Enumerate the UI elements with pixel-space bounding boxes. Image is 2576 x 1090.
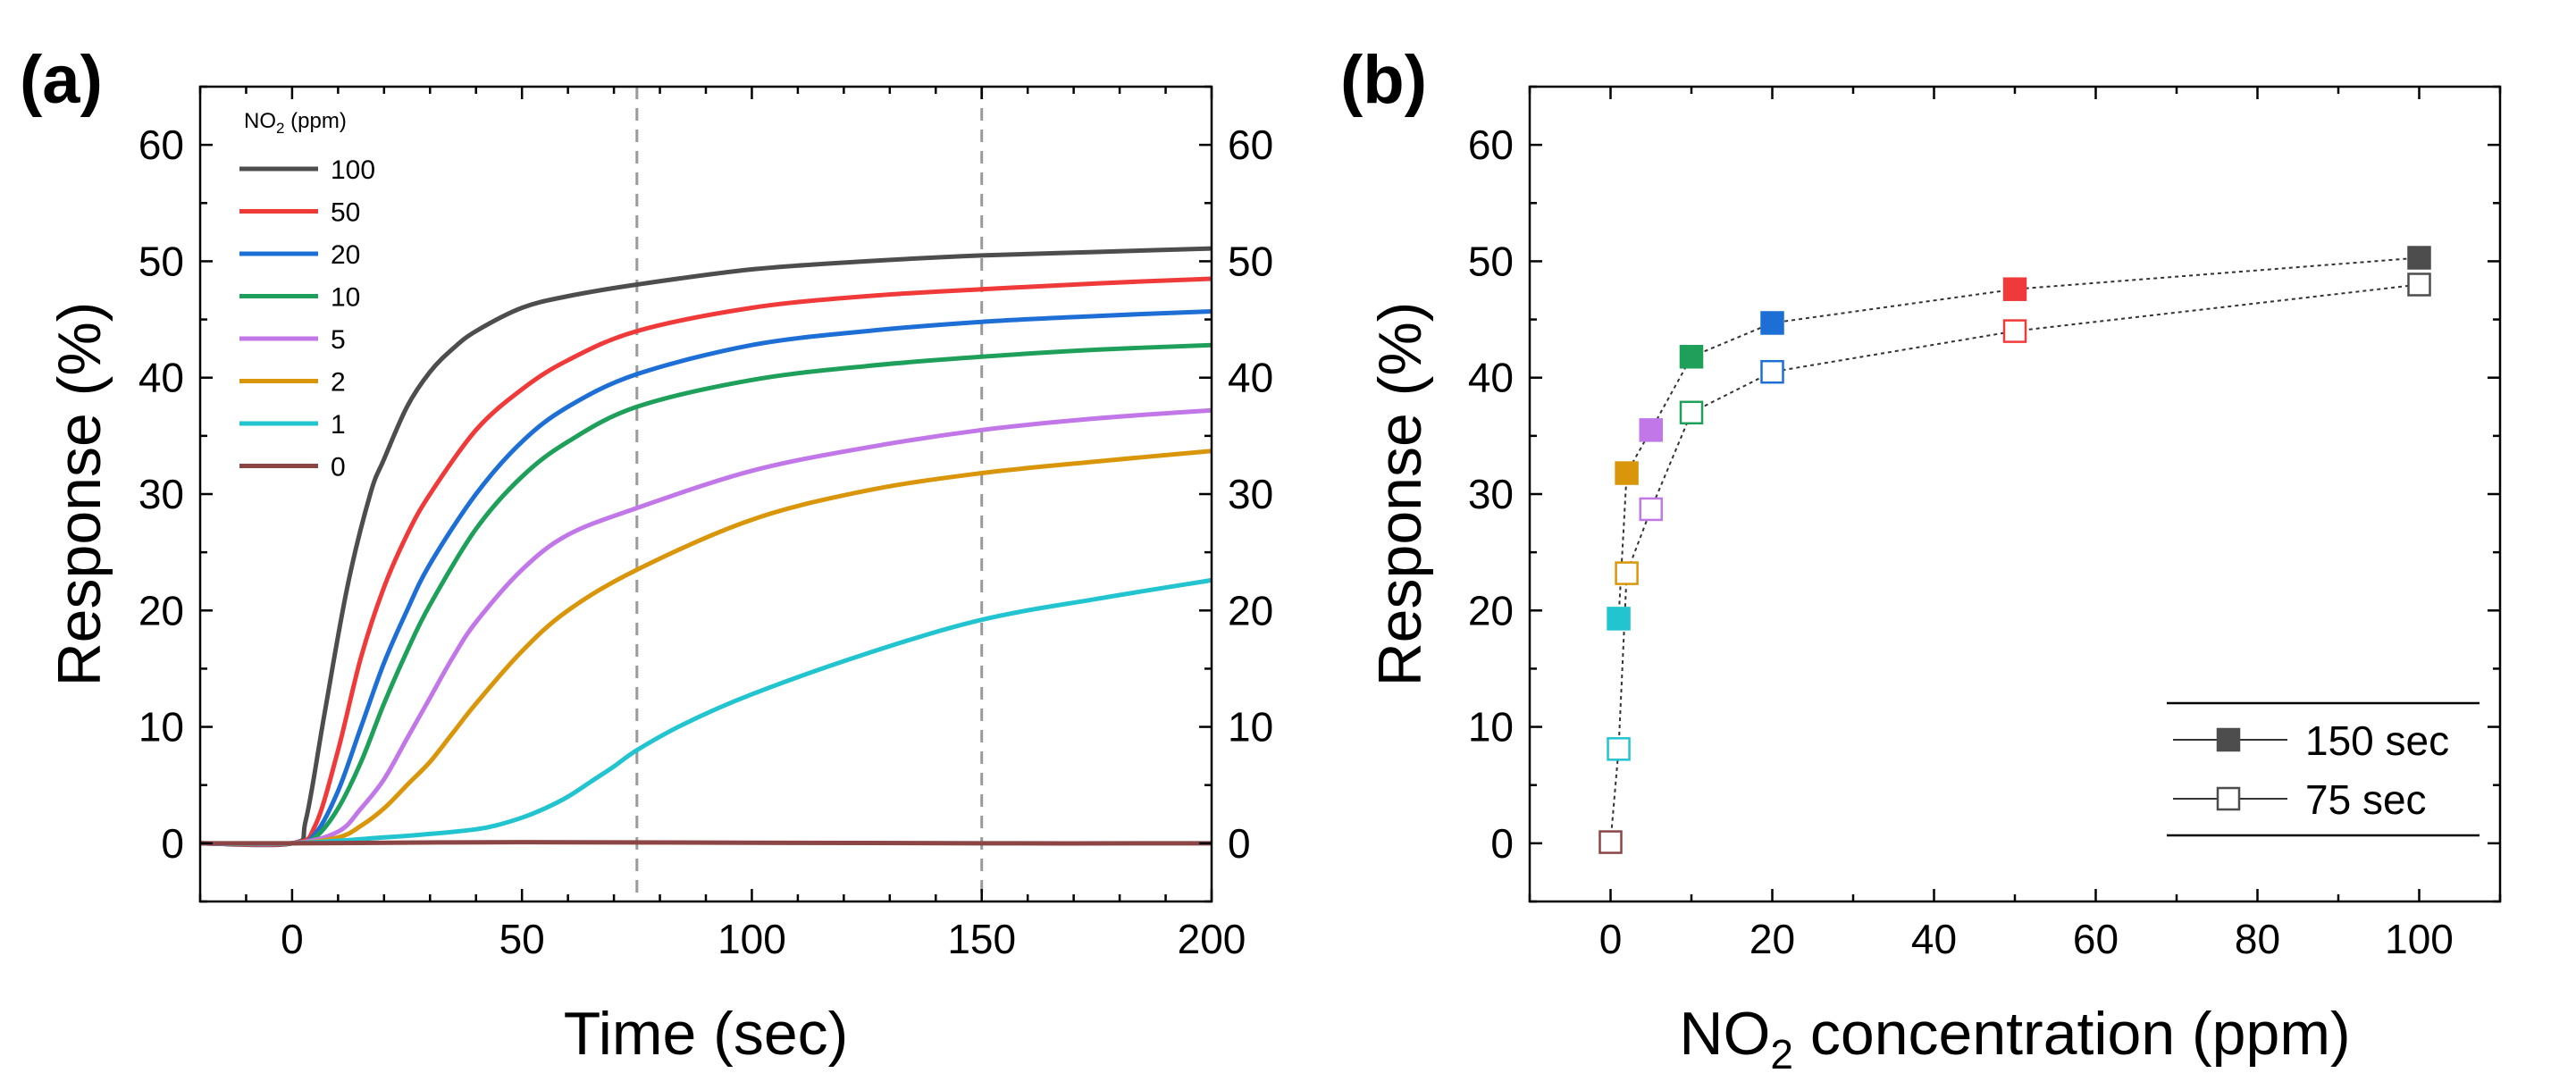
y-tick-label: 60 bbox=[1468, 122, 1514, 168]
legend-b-label-0: 150 sec bbox=[2305, 717, 2449, 764]
panel-b-x-axis-title: NO2 concentration (ppm) bbox=[1679, 1000, 2350, 1077]
y-tick-label: 20 bbox=[138, 587, 184, 633]
marker-75sec-5ppm bbox=[1639, 497, 1663, 522]
right-y-tick-label: 30 bbox=[1228, 471, 1273, 517]
panel-a-plot bbox=[199, 87, 1212, 901]
y-tick-label: 50 bbox=[138, 238, 184, 284]
right-y-tick-label: 40 bbox=[1228, 355, 1273, 401]
marker-150sec-50ppm bbox=[2002, 277, 2027, 301]
series-connector-0 bbox=[1617, 256, 2420, 619]
y-tick-label: 30 bbox=[1468, 471, 1514, 517]
right-y-tick-label: 10 bbox=[1228, 704, 1273, 750]
y-tick-label: 60 bbox=[138, 122, 184, 168]
marker-75sec-10ppm bbox=[1679, 400, 1704, 425]
series-line-1ppm bbox=[199, 577, 1212, 846]
legend-label-50ppm: 50 bbox=[331, 198, 360, 228]
marker-75sec-100ppm bbox=[2407, 272, 2431, 297]
legend-label-2ppm: 2 bbox=[331, 368, 346, 398]
y-tick-label: 40 bbox=[1468, 355, 1514, 401]
marker-150sec-2ppm bbox=[1615, 461, 1639, 485]
series-connector-1 bbox=[1609, 283, 2420, 843]
series-line-20ppm bbox=[199, 309, 1212, 847]
legend-label-20ppm: 20 bbox=[331, 240, 360, 270]
right-y-tick-label: 20 bbox=[1228, 587, 1273, 633]
marker-150sec-5ppm bbox=[1639, 418, 1663, 442]
x-tick-label: 50 bbox=[499, 916, 545, 962]
x-tick-label: 200 bbox=[1178, 916, 1246, 962]
panel-a-x-axis-title: Time (sec) bbox=[564, 1000, 849, 1068]
legend-label-1ppm: 1 bbox=[331, 410, 346, 440]
marker-75sec-50ppm bbox=[2002, 319, 2027, 343]
x-tick-label: 40 bbox=[1911, 916, 1957, 962]
marker-150sec-100ppm bbox=[2407, 246, 2431, 270]
panel-b-plot bbox=[1598, 246, 2431, 854]
panel-b-y-ticks: 0 10 20 30 40 50 60 bbox=[1468, 85, 2500, 903]
panel-a-label: (a) bbox=[20, 42, 103, 118]
panel-b-x-title-subscript: 2 bbox=[1770, 1031, 1793, 1077]
series-line-2ppm bbox=[199, 449, 1212, 846]
legend-b-label-1: 75 sec bbox=[2305, 776, 2427, 823]
x-tick-label: 60 bbox=[2073, 916, 2119, 962]
y-tick-label: 20 bbox=[1468, 587, 1514, 633]
legend-label-0ppm: 0 bbox=[331, 453, 346, 482]
marker-75sec-2ppm bbox=[1615, 561, 1639, 585]
series-line-10ppm bbox=[199, 342, 1212, 846]
y-tick-label: 30 bbox=[138, 471, 184, 517]
panel-b-x-title-main: NO bbox=[1679, 1000, 1770, 1068]
legend-marker-1 bbox=[2216, 786, 2241, 811]
series-line-5ppm bbox=[199, 407, 1212, 847]
legend-title-unit: (ppm) bbox=[284, 109, 346, 133]
panel-b: (b) 0 20 40 60 80 100 0 10 20 30 40 50 60 NO2 conce… bbox=[1340, 42, 2502, 1077]
legend-label-100ppm: 100 bbox=[331, 155, 375, 185]
marker-75sec-1ppm bbox=[1607, 737, 1631, 761]
legend-title: NO2 (ppm) bbox=[244, 109, 347, 137]
marker-150sec-10ppm bbox=[1679, 345, 1704, 369]
right-y-tick-label: 0 bbox=[1228, 820, 1251, 867]
x-tick-label: 20 bbox=[1749, 916, 1795, 962]
panel-a-right-y-ticks: 0 10 20 30 40 50 60 bbox=[1199, 85, 1273, 903]
x-tick-label: 100 bbox=[2385, 916, 2454, 962]
legend-title-subscript: 2 bbox=[276, 120, 284, 137]
right-y-tick-label: 50 bbox=[1228, 238, 1273, 284]
marker-150sec-1ppm bbox=[1607, 607, 1631, 631]
panel-b-x-ticks: 0 20 40 60 80 100 bbox=[1528, 87, 2502, 962]
panel-a-x-ticks: 0 50 100 150 200 bbox=[198, 87, 1246, 962]
panel-b-legend: 150 sec 75 sec bbox=[2167, 701, 2480, 837]
y-tick-label: 10 bbox=[1468, 704, 1514, 750]
y-tick-label: 0 bbox=[161, 820, 184, 867]
legend-title-main: NO bbox=[244, 109, 276, 133]
legend-marker-0 bbox=[2216, 727, 2241, 752]
legend-label-10ppm: 10 bbox=[331, 283, 360, 313]
series-line-100ppm bbox=[199, 246, 1212, 848]
marker-150sec-20ppm bbox=[1760, 311, 1784, 335]
y-tick-label: 10 bbox=[138, 704, 184, 750]
x-tick-label: 80 bbox=[2235, 916, 2280, 962]
legend-label-5ppm: 5 bbox=[331, 325, 346, 355]
x-tick-label: 100 bbox=[717, 916, 786, 962]
y-tick-label: 40 bbox=[138, 355, 184, 401]
x-tick-label: 150 bbox=[947, 916, 1016, 962]
panel-b-label: (b) bbox=[1340, 42, 1427, 118]
x-tick-label: 0 bbox=[281, 916, 304, 962]
y-tick-label: 50 bbox=[1468, 238, 1514, 284]
panel-b-x-title-tail: concentration (ppm) bbox=[1793, 1000, 2351, 1068]
y-tick-label: 0 bbox=[1490, 820, 1514, 867]
panel-a-y-ticks: 0 10 20 30 40 50 60 bbox=[138, 85, 213, 903]
marker-75sec-20ppm bbox=[1760, 359, 1784, 384]
series-line-50ppm bbox=[199, 276, 1212, 847]
x-tick-label: 0 bbox=[1599, 916, 1623, 962]
marker-75sec-0ppm bbox=[1598, 830, 1623, 854]
right-y-tick-label: 60 bbox=[1228, 122, 1273, 168]
panel-b-y-axis-title: Response (%) bbox=[1366, 302, 1434, 687]
panel-a-y-axis-title: Response (%) bbox=[46, 302, 113, 687]
